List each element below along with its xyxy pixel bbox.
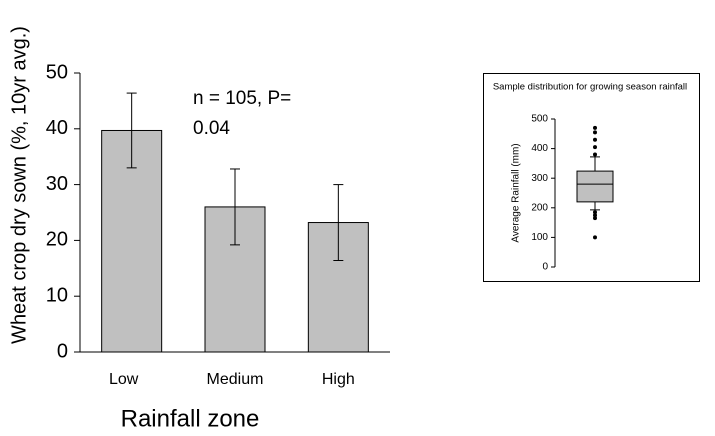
outlier: [593, 125, 597, 130]
outlier: [593, 216, 597, 221]
outlier: [593, 235, 597, 240]
y-tick-label: 50: [46, 61, 68, 83]
y-tick-label: 20: [46, 229, 68, 251]
y-tick-label: 40: [46, 117, 68, 139]
box: [576, 170, 614, 203]
x-tick-label: High: [322, 371, 355, 388]
y-tick-label: 10: [46, 284, 68, 306]
outlier: [593, 145, 597, 150]
annotation: 0.04: [193, 118, 230, 139]
annotation: n = 105, P=: [193, 88, 291, 109]
x-axis-title: Rainfall zone: [121, 405, 260, 432]
inset-y-tick-label: 200: [531, 202, 548, 213]
inset-y-tick-label: 300: [531, 173, 548, 184]
outlier: [593, 137, 597, 142]
y-tick-label: 30: [46, 173, 68, 195]
outlier: [593, 210, 597, 215]
bar: [101, 129, 163, 353]
inset-y-tick-label: 500: [531, 114, 548, 125]
outlier: [593, 152, 597, 157]
inset-title: Sample distribution for growing season r…: [493, 82, 687, 93]
outlier: [593, 130, 597, 135]
y-axis-title: Wheat crop dry sown (%, 10yr avg.): [8, 26, 30, 344]
inset-y-tick-label: 400: [531, 143, 548, 154]
x-tick-label: Medium: [207, 371, 264, 388]
inset-frame: [483, 73, 700, 282]
inset-y-title: Average Rainfall (mm): [511, 143, 522, 242]
x-tick-label: Low: [109, 371, 139, 388]
inset-y-tick-label: 0: [542, 262, 548, 273]
y-tick-label: 0: [57, 340, 68, 362]
outlier: [593, 213, 597, 218]
inset-y-tick-label: 100: [531, 232, 548, 243]
